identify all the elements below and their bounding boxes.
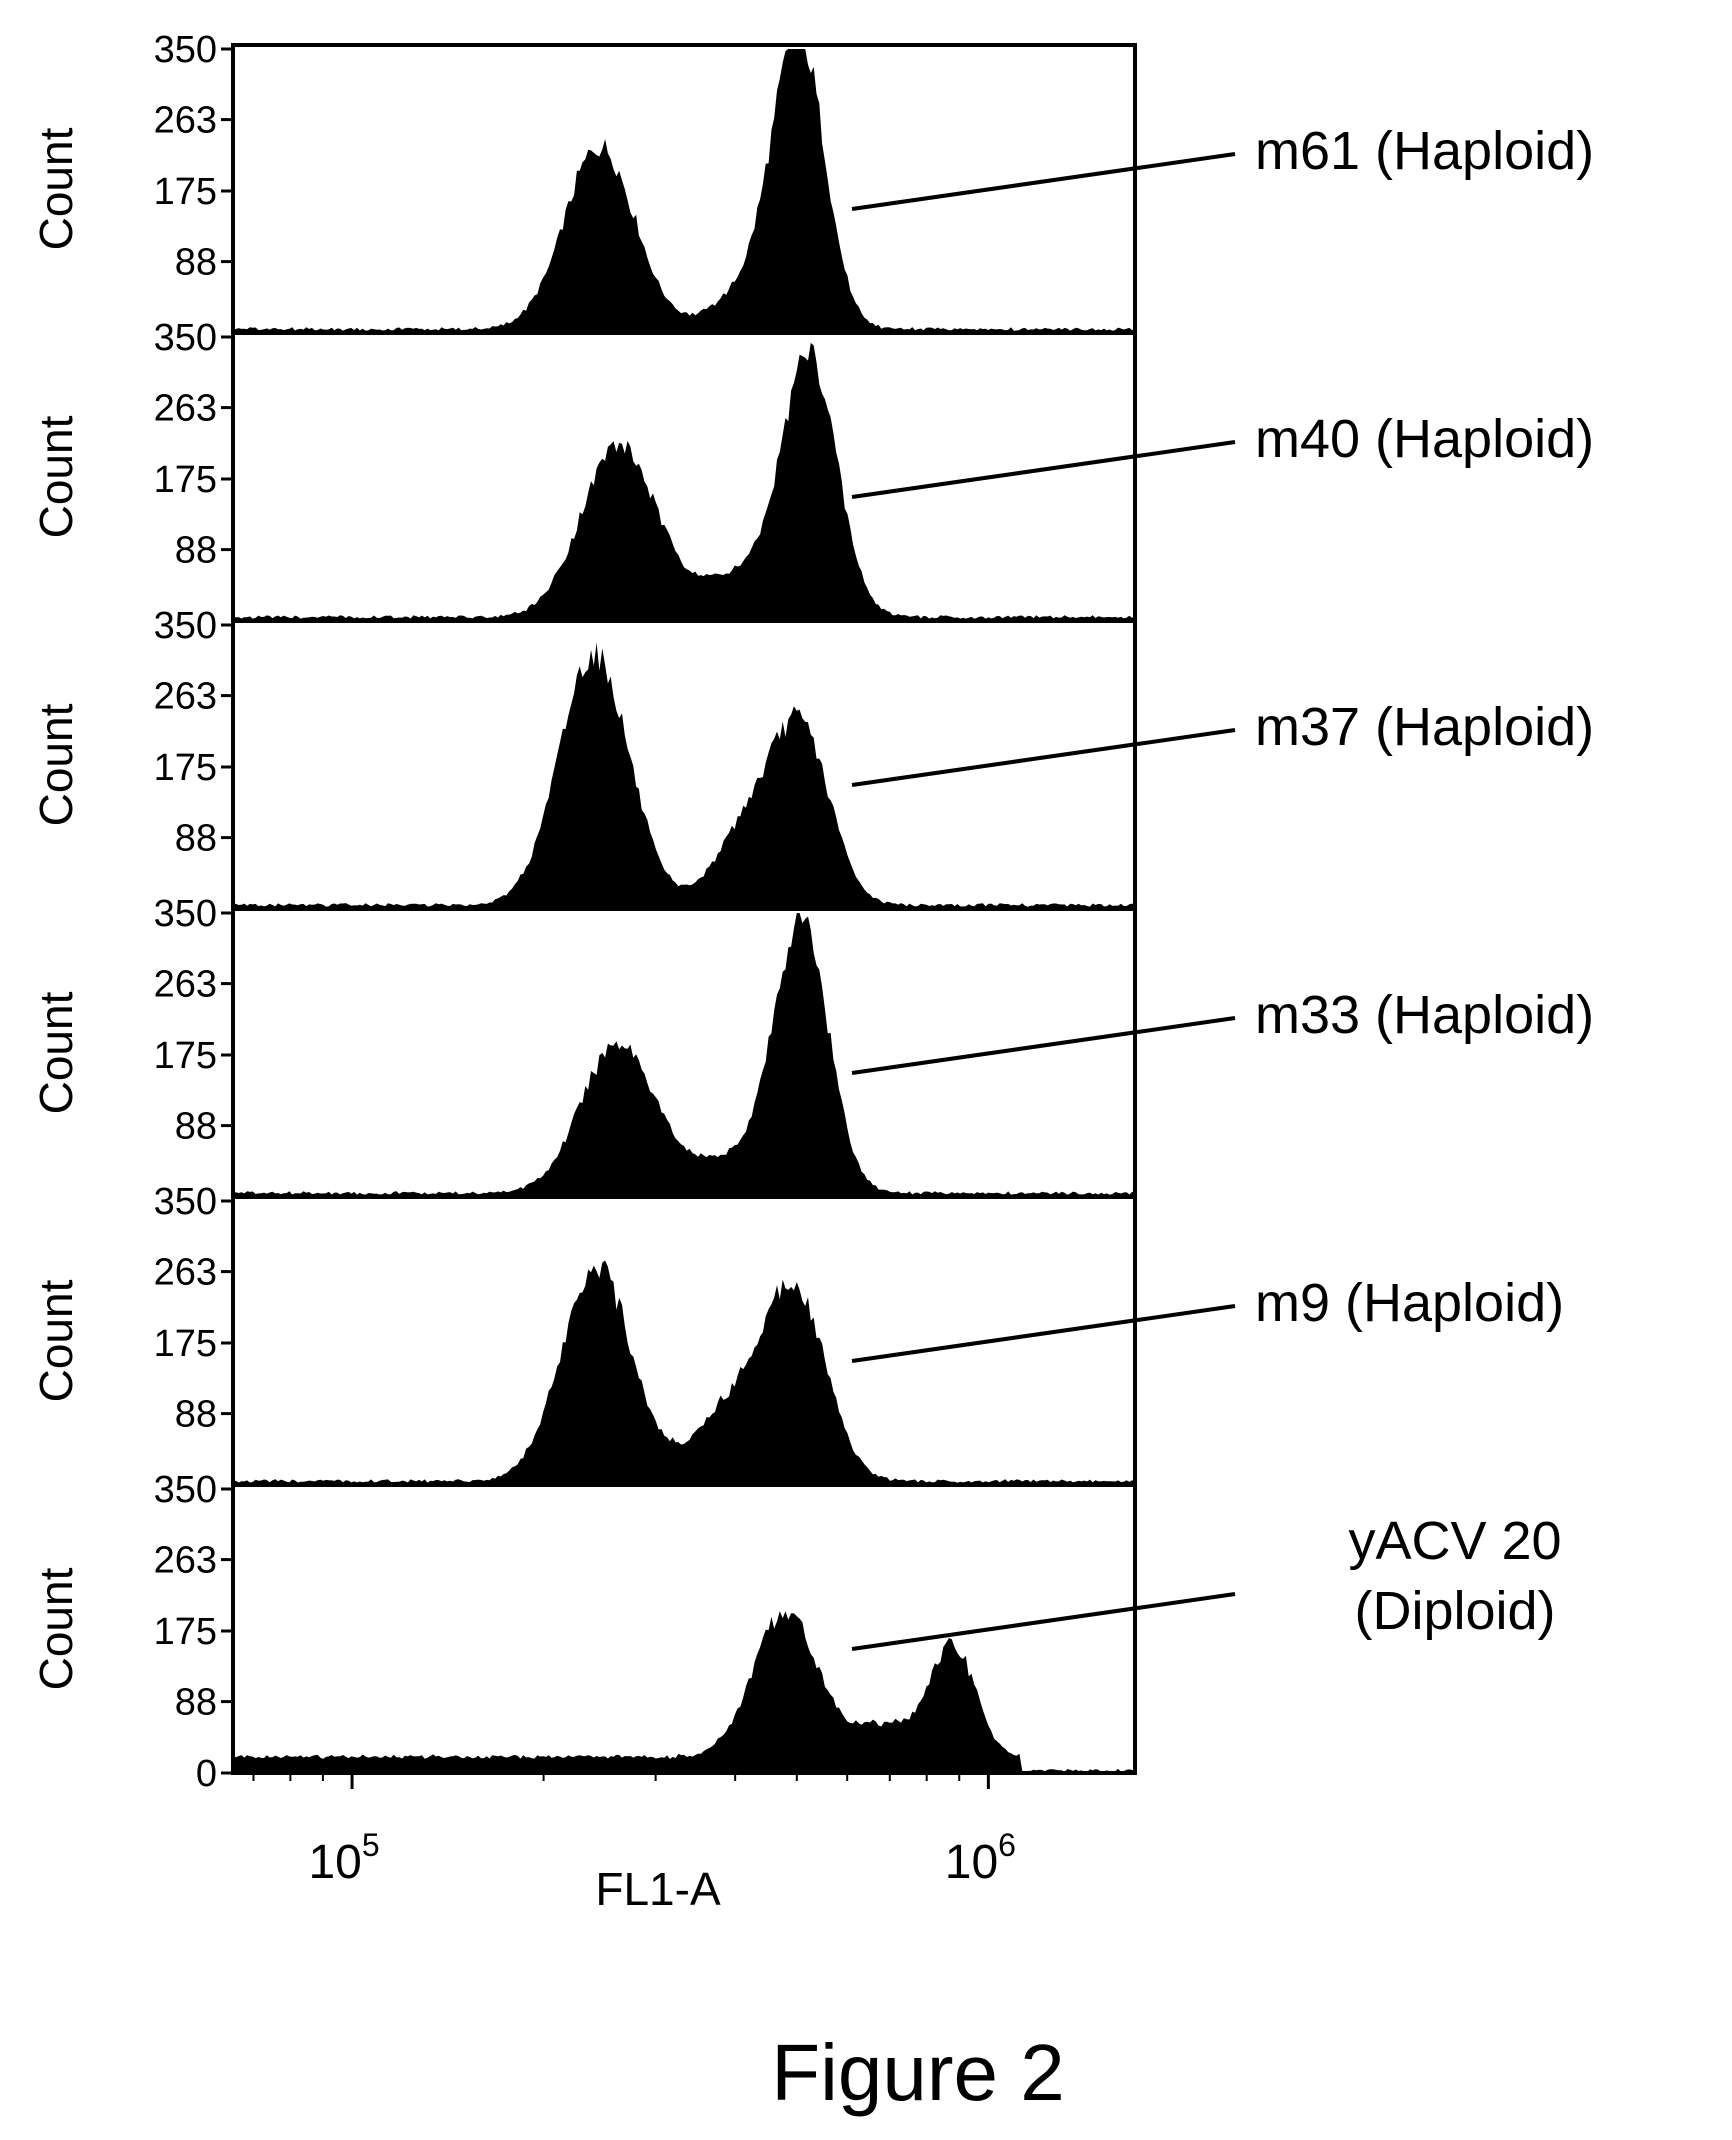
- y-tick-label: 175: [154, 747, 217, 789]
- sample-label: m61 (Haploid): [1255, 121, 1594, 181]
- y-tick-label: 88: [175, 1682, 217, 1724]
- panel-4: Count m33 (Haploid): [30, 907, 1594, 1199]
- y-tick-label: 88: [175, 1106, 217, 1148]
- y-tick-label: 175: [154, 171, 217, 213]
- y-axis-title: Count: [30, 991, 82, 1114]
- histogram-area: [233, 342, 1135, 621]
- y-axis-title: Count: [30, 415, 82, 538]
- y-tick-label: 350: [154, 29, 217, 71]
- sample-label: m33 (Haploid): [1255, 985, 1594, 1045]
- y-tick-label: 350: [154, 605, 217, 647]
- panel-6: Count yACV 20 (Diploid): [30, 1483, 1562, 1775]
- y-tick-label: 175: [154, 1611, 217, 1653]
- histogram-panels: Count m61 (Haploid)Count m40 (Haploid)Coun…: [30, 43, 1594, 1775]
- histogram-area: [233, 1611, 1135, 1773]
- y-axis-title: Count: [30, 127, 82, 250]
- histogram-area: [233, 1260, 1135, 1485]
- label-pointer-line: [851, 1304, 1236, 1363]
- y-tick-label: 350: [154, 1181, 217, 1223]
- panel-2: Count m40 (Haploid): [30, 331, 1594, 623]
- label-pointer-line: [851, 152, 1236, 211]
- y-tick-label: 88: [175, 818, 217, 860]
- y-tick-label: 263: [154, 964, 217, 1006]
- y-tick-label: 0: [196, 1753, 217, 1795]
- y-tick-label: 263: [154, 388, 217, 430]
- y-tick-label: 350: [154, 317, 217, 359]
- panel-frame: [231, 1483, 1137, 1775]
- y-axis-tick-labels: 88 175 263 350 88 175 263 350 88 175 263 350 88 175 26…: [154, 29, 217, 1795]
- label-pointer-line: [851, 1016, 1236, 1075]
- panel-1: Count m61 (Haploid): [30, 43, 1594, 335]
- y-tick-label: 88: [175, 530, 217, 572]
- sample-label: yACV 20: [1348, 1511, 1561, 1571]
- y-tick-label: 263: [154, 100, 217, 142]
- y-axis-title: Count: [30, 1279, 82, 1402]
- y-axis-title: Count: [30, 703, 82, 826]
- sample-label: m9 (Haploid): [1255, 1273, 1564, 1333]
- x-axis-title: FL1-A: [595, 1863, 721, 1915]
- y-tick-label: 350: [154, 1469, 217, 1511]
- y-tick-label: 175: [154, 459, 217, 501]
- y-tick-label: 263: [154, 1540, 217, 1582]
- y-tick-label: 350: [154, 893, 217, 935]
- panel-3: Count m37 (Haploid): [30, 619, 1594, 911]
- histogram-area: [233, 49, 1135, 333]
- histogram-area: [233, 642, 1135, 909]
- x-tick-label: 106: [945, 1827, 1016, 1889]
- figure-caption: Figure 2: [771, 2028, 1064, 2117]
- label-pointer-line: [851, 728, 1236, 787]
- y-tick-label: 175: [154, 1035, 217, 1077]
- sample-label: m40 (Haploid): [1255, 409, 1594, 469]
- y-tick-label: 263: [154, 676, 217, 718]
- sample-label: (Diploid): [1354, 1581, 1555, 1641]
- y-tick-label: 88: [175, 242, 217, 284]
- y-tick-label: 88: [175, 1394, 217, 1436]
- x-axis: FL1-A 105 106: [252, 1773, 1016, 1915]
- panel-5: Count m9 (Haploid): [30, 1195, 1564, 1487]
- sample-label: m37 (Haploid): [1255, 697, 1594, 757]
- histogram-area: [233, 913, 1135, 1197]
- y-tick-label: 175: [154, 1323, 217, 1365]
- label-pointer-line: [851, 440, 1236, 499]
- y-tick-label: 263: [154, 1252, 217, 1294]
- x-tick-label: 105: [308, 1827, 379, 1889]
- y-axis-title: Count: [30, 1567, 82, 1690]
- label-pointer-line: [851, 1592, 1236, 1651]
